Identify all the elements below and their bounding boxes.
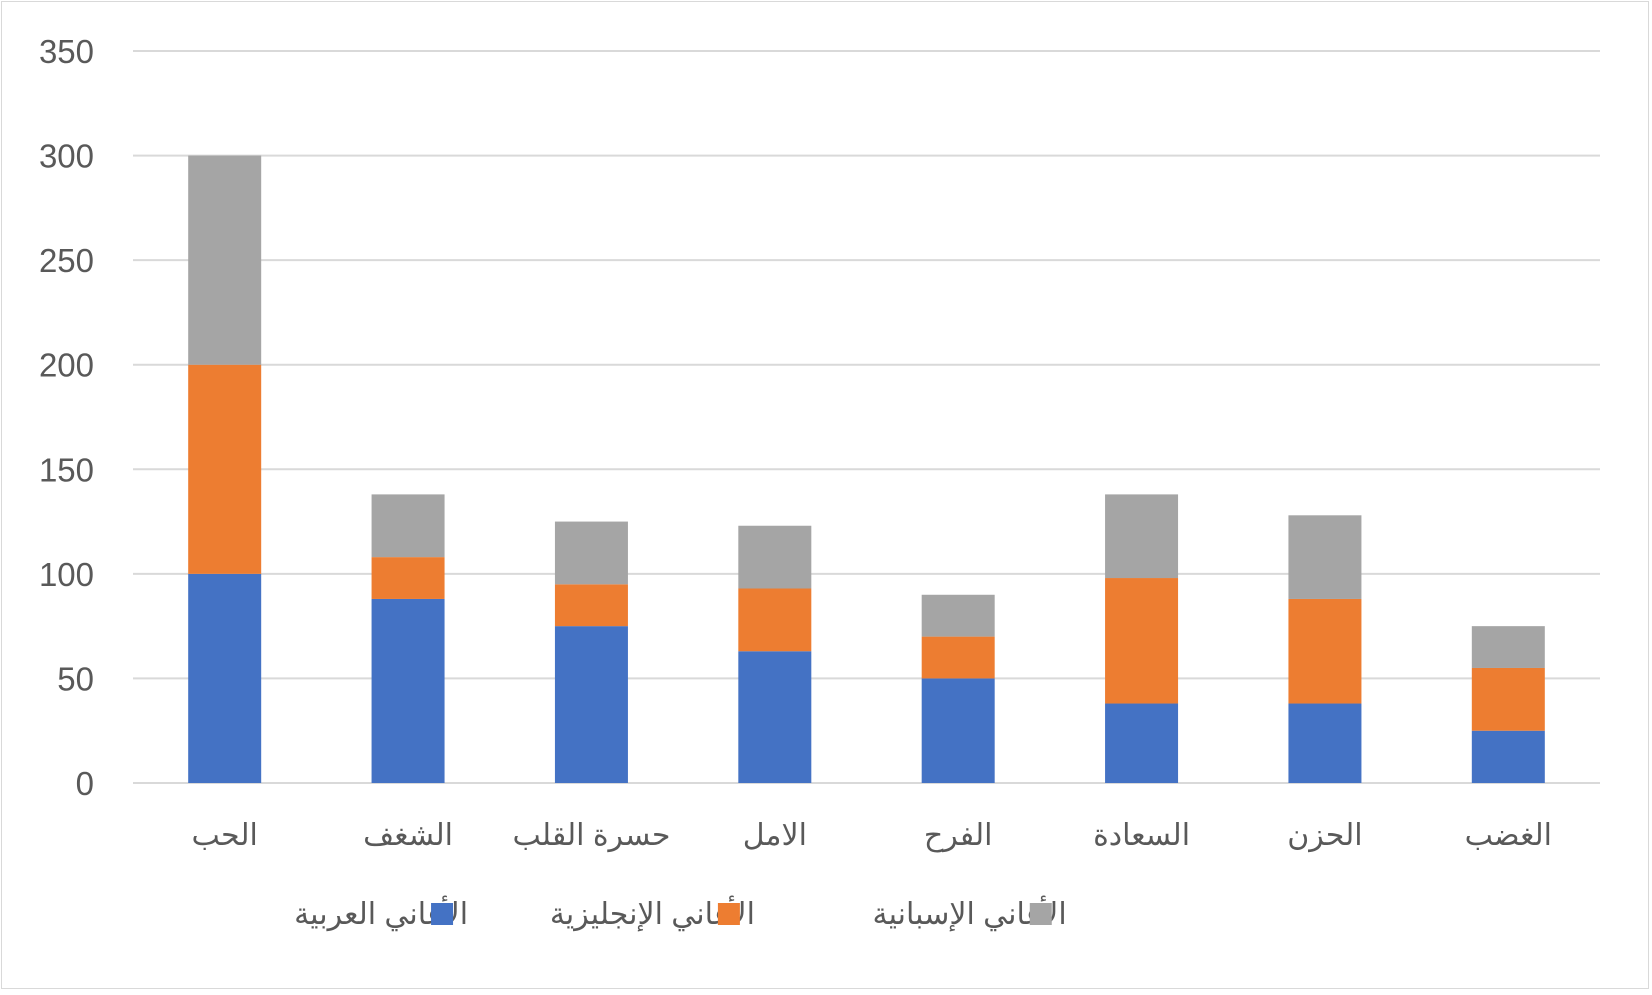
y-tick-label: 150 bbox=[39, 451, 94, 488]
bar-segment bbox=[1471, 626, 1545, 668]
bar-segment bbox=[188, 155, 262, 365]
y-tick-label: 50 bbox=[57, 660, 94, 697]
bar-segment bbox=[738, 588, 812, 652]
bar-segment bbox=[921, 594, 995, 637]
bar-segment bbox=[1471, 730, 1545, 783]
bar-segment bbox=[1471, 667, 1545, 731]
bar-segment bbox=[554, 521, 628, 585]
x-tick-label: الشغف bbox=[363, 819, 453, 852]
x-tick-label: الفرح bbox=[924, 819, 993, 852]
x-tick-label: الحب bbox=[192, 819, 258, 852]
bar-segment bbox=[1105, 578, 1179, 704]
x-tick-label: الحزن bbox=[1287, 819, 1362, 852]
legend-swatch bbox=[717, 903, 740, 925]
x-tick-label: الامل bbox=[743, 819, 807, 852]
y-tick-label: 250 bbox=[39, 242, 94, 279]
y-tick-label: 200 bbox=[39, 347, 94, 384]
bar-segment bbox=[188, 364, 262, 574]
y-axis-ticks: 0 50 100 150 200 250 300 350 bbox=[39, 33, 94, 802]
bar-segment bbox=[921, 636, 995, 679]
y-tick-label: 100 bbox=[39, 556, 94, 593]
legend: الأغاني العربية الأغاني الإنجليزية الأغاني… bbox=[294, 894, 1067, 932]
bar-segment bbox=[554, 626, 628, 783]
legend-swatch bbox=[1029, 903, 1052, 925]
bar-segment bbox=[738, 651, 812, 783]
gridlines bbox=[133, 50, 1600, 784]
y-tick-label: 0 bbox=[76, 765, 94, 802]
bar-segment bbox=[921, 678, 995, 783]
bar-segment bbox=[371, 494, 445, 558]
x-tick-label: الغضب bbox=[1465, 819, 1552, 852]
bar-segment bbox=[738, 525, 812, 589]
y-tick-label: 300 bbox=[39, 138, 94, 175]
bar-segment bbox=[188, 573, 262, 783]
legend-swatch bbox=[431, 903, 454, 925]
bar-segment bbox=[1105, 494, 1179, 579]
y-tick-label: 350 bbox=[39, 33, 94, 70]
bar-segment bbox=[371, 598, 445, 783]
bar-segment bbox=[1288, 703, 1362, 783]
bars bbox=[188, 155, 1545, 783]
x-tick-label: حسرة القلب bbox=[512, 819, 670, 852]
bar-segment bbox=[1288, 598, 1362, 704]
bar-segment bbox=[554, 584, 628, 627]
bar-segment bbox=[1105, 703, 1179, 783]
bar-segment bbox=[1288, 515, 1362, 599]
x-axis-ticks: الحب الشغف حسرة القلب الامل الفرح السعادة الحز… bbox=[192, 819, 1552, 852]
bar-segment bbox=[371, 557, 445, 599]
x-tick-label: السعادة bbox=[1093, 819, 1190, 852]
